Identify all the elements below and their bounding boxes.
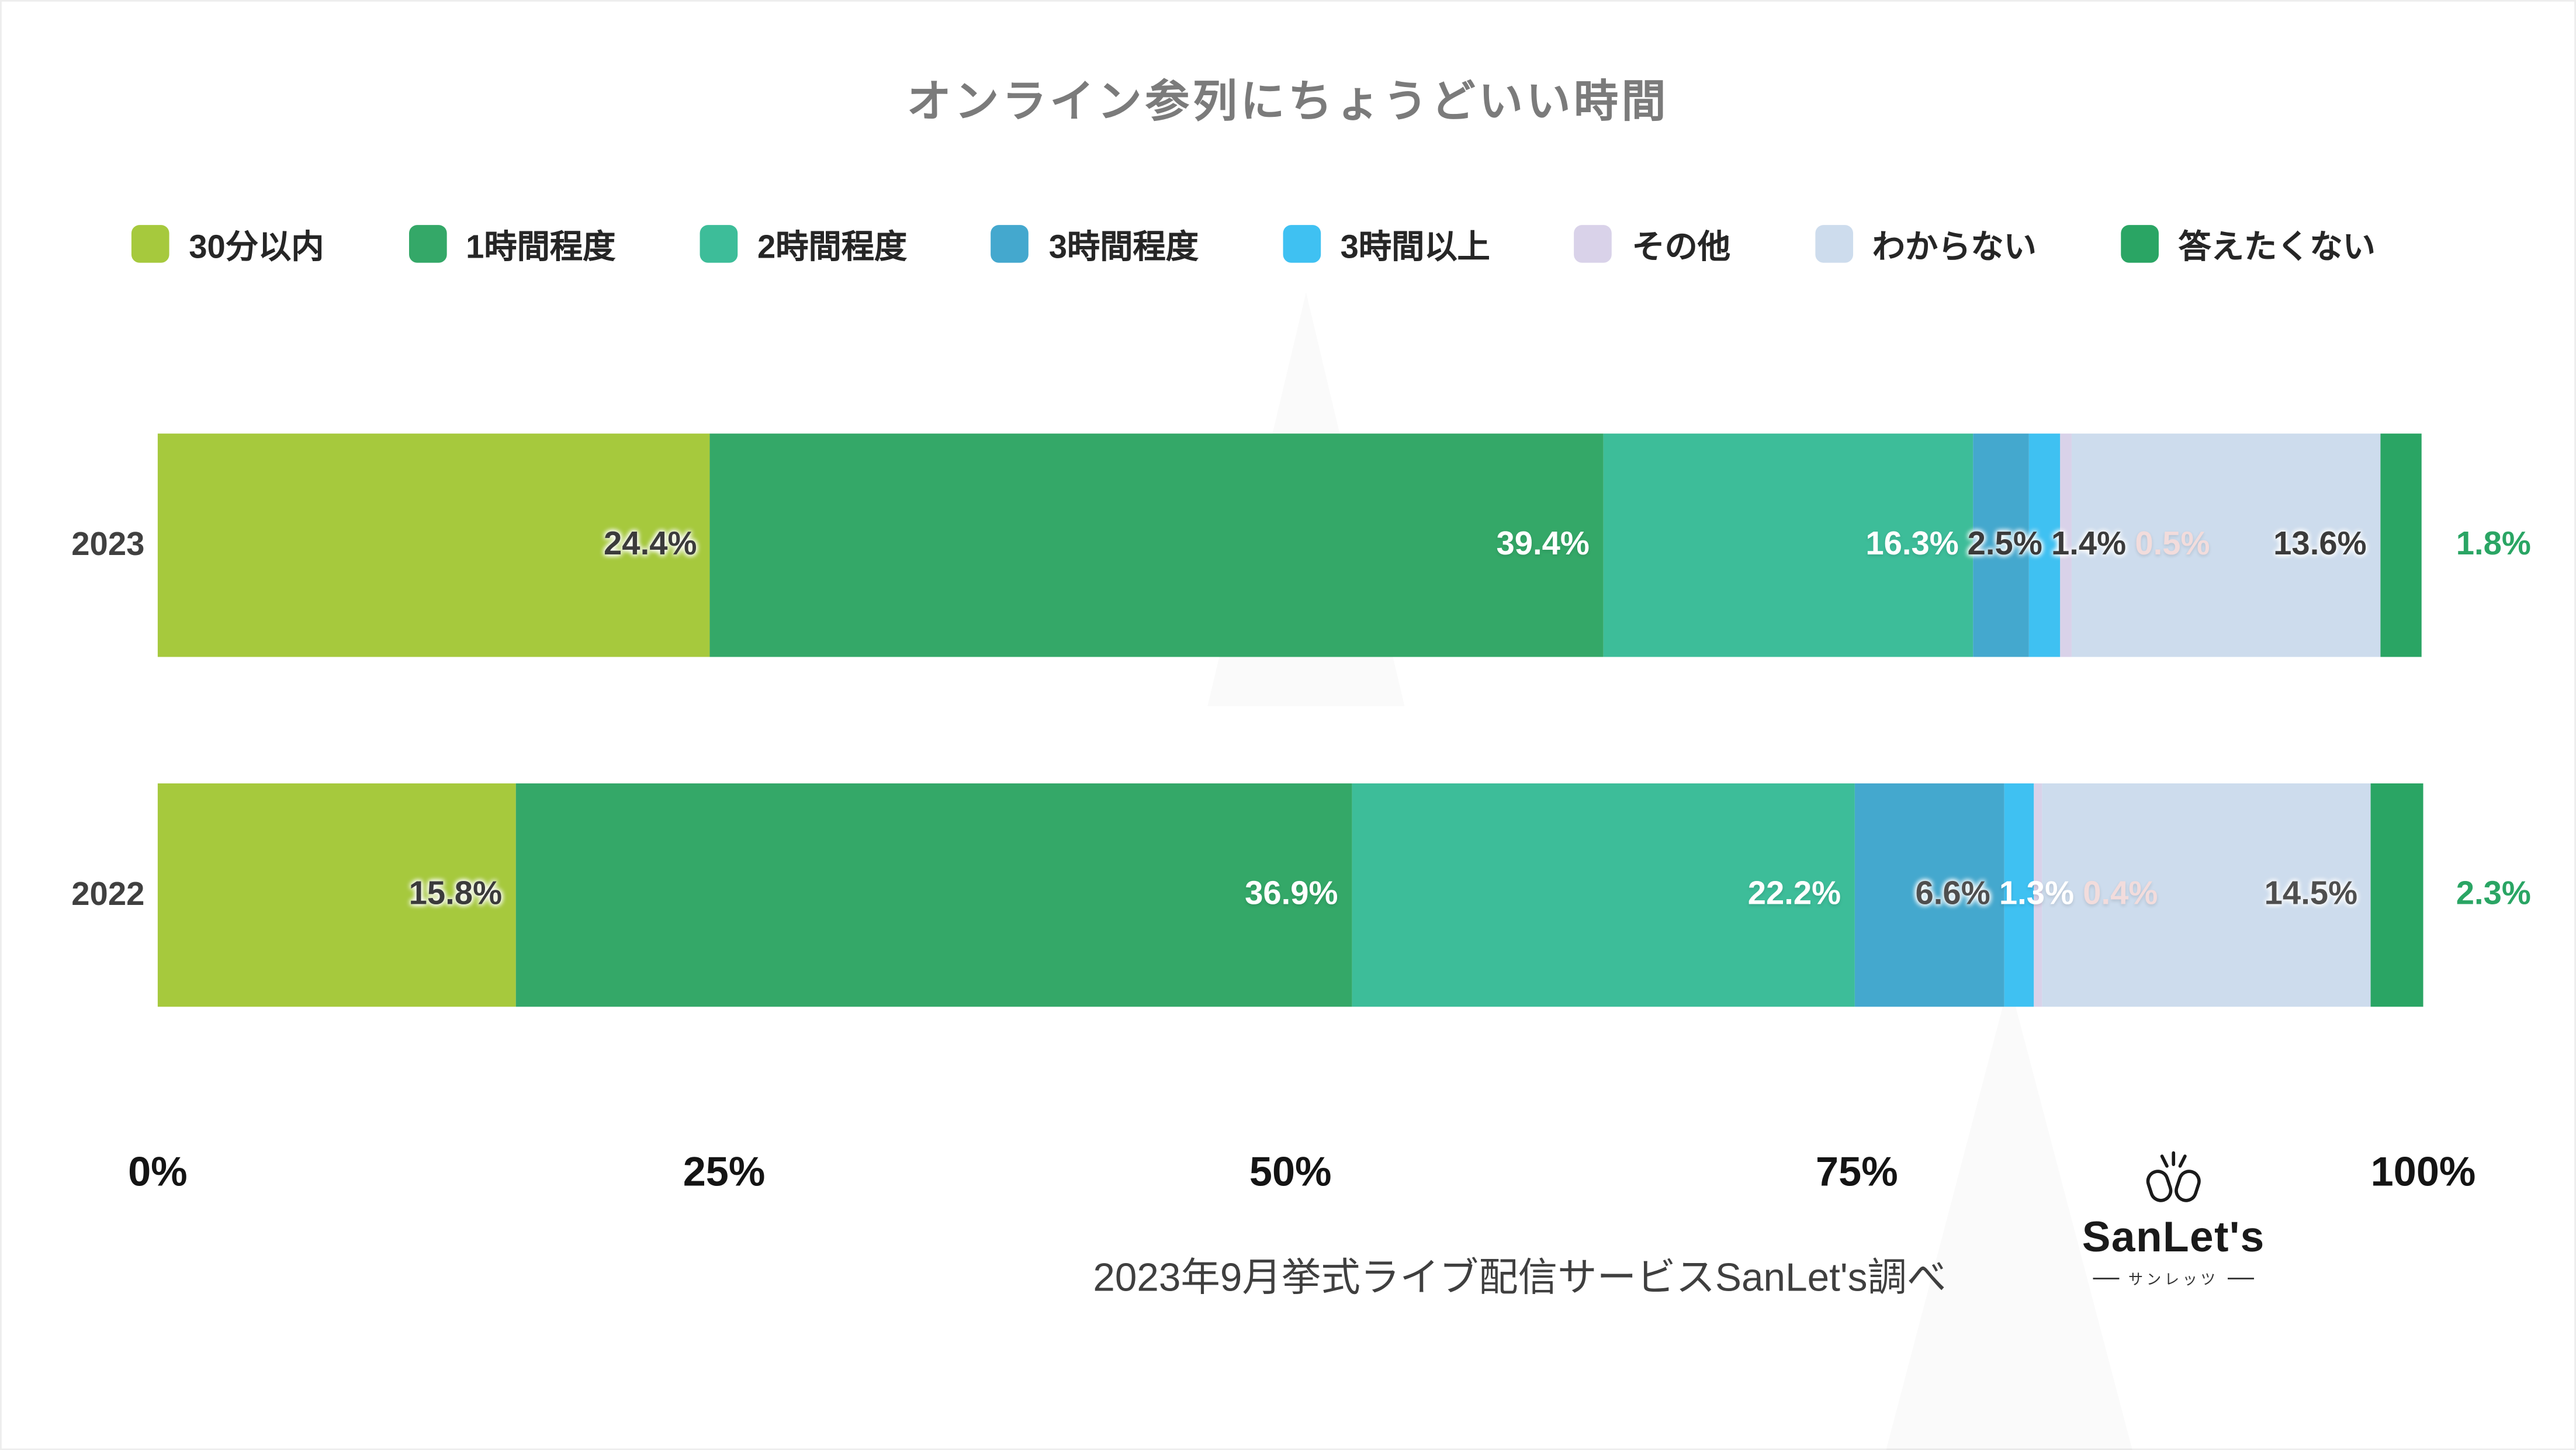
bar-year-label: 2023 [71, 527, 145, 564]
segment-value-label: 13.6% [2273, 526, 2367, 563]
bar-row-2023: 2023 24.4% 39.4% 16.3% 2.5% 1.4% 0.5% 13.6% 1.8% [0, 433, 2576, 657]
bar-segment [157, 433, 711, 657]
logo-subtitle: サンレッツ [2093, 1268, 2253, 1289]
x-axis-tick: 25% [683, 1149, 766, 1196]
legend-swatch [1815, 225, 1853, 263]
segment-value-label: 16.3% [1865, 526, 1959, 563]
legend-swatch [131, 225, 169, 263]
rule-line [2227, 1278, 2253, 1279]
bar-segment [1351, 783, 1855, 1007]
bar-segment [2042, 783, 2371, 1007]
x-axis-tick: 75% [1816, 1149, 1898, 1196]
bar-segment [2033, 783, 2043, 1007]
stacked-bar-chart: 2023 24.4% 39.4% 16.3% 2.5% 1.4% 0.5% 13.6% 1.8%… [0, 433, 2576, 1140]
bar-segment [710, 433, 1604, 657]
legend-item: 答えたくない [2121, 220, 2376, 268]
segment-value-label: 15.8% [408, 876, 503, 913]
segment-value-label: 22.2% [1747, 876, 1841, 913]
legend-swatch [1574, 225, 1612, 263]
legend-item: 30分以内 [131, 220, 324, 268]
bar-segment [2004, 783, 2034, 1007]
legend-item: 3時間以上 [1283, 220, 1490, 268]
segment-value-label: 6.6% [1915, 876, 1990, 913]
legend-item: 1時間程度 [408, 220, 616, 268]
bar-segment [1972, 433, 2029, 657]
legend: 30分以内 1時間程度 2時間程度 3時間程度 3時間以上 その他 わからない 答えたくない [131, 220, 2376, 268]
legend-label: 3時間程度 [1048, 230, 1199, 266]
clapping-hands-icon [2146, 1151, 2201, 1202]
legend-item: 2時間程度 [700, 220, 908, 268]
segment-value-label: 2.3% [2456, 876, 2531, 913]
legend-label: 答えたくない [2178, 230, 2376, 266]
segment-value-label: 0.5% [2135, 526, 2210, 563]
segment-value-label: 14.5% [2264, 876, 2358, 913]
legend-label: 1時間程度 [466, 230, 616, 266]
legend-swatch [2121, 225, 2159, 263]
logo-wordmark: SanLet's [2082, 1212, 2265, 1262]
legend-label: 30分以内 [189, 230, 324, 266]
legend-label: 2時間程度 [757, 230, 908, 266]
legend-item: 3時間程度 [991, 220, 1199, 268]
legend-swatch [1283, 225, 1321, 263]
bar-row-2022: 2022 15.8% 36.9% 22.2% 6.6% 1.3% 0.4% 14.5% 2.3% [0, 783, 2576, 1007]
legend-item: わからない [1815, 220, 2037, 268]
chart-title: オンライン参列にちょうどいい時間 [906, 77, 1670, 127]
segment-value-label: 39.4% [1496, 526, 1590, 563]
segment-value-label: 24.4% [604, 526, 697, 563]
bar-segment [2028, 433, 2061, 657]
legend-label: わからない [1872, 230, 2037, 266]
legend-swatch [700, 225, 738, 263]
bar-segment [2380, 433, 2421, 657]
legend-label: その他 [1632, 230, 1731, 266]
bar-segment [2371, 783, 2423, 1007]
segment-value-label: 0.4% [2083, 876, 2158, 913]
bar-segment [157, 783, 516, 1007]
legend-swatch [408, 225, 446, 263]
legend-label: 3時間以上 [1340, 230, 1490, 266]
x-axis-tick: 0% [128, 1149, 188, 1196]
segment-value-label: 2.5% [1967, 526, 2042, 563]
legend-item: その他 [1574, 220, 1730, 268]
bar-segment [2061, 433, 2072, 657]
x-axis-tick: 50% [1249, 1149, 1332, 1196]
sanlets-logo: SanLet's サンレッツ [2073, 1150, 2274, 1289]
x-axis: 0% 25% 50% 75% 100% [128, 1149, 2475, 1209]
rule-line [2093, 1278, 2120, 1279]
bar-segment [1854, 783, 2004, 1007]
legend-swatch [991, 225, 1030, 263]
bar-segment [515, 783, 1352, 1007]
segment-value-label: 1.8% [2456, 526, 2531, 563]
segment-value-label: 1.3% [1999, 876, 2075, 913]
bar-track: 15.8% 36.9% 22.2% 6.6% 1.3% 0.4% 14.5% 2.3% [157, 783, 2531, 1007]
segment-value-label: 1.4% [2051, 526, 2127, 563]
bar-track: 24.4% 39.4% 16.3% 2.5% 1.4% 0.5% 13.6% 1.8% [157, 433, 2531, 657]
x-axis-tick: 100% [2370, 1149, 2476, 1196]
bar-year-label: 2022 [71, 877, 145, 914]
bar-segment [1603, 433, 1973, 657]
bar-segment [2072, 433, 2380, 657]
source-note: 2023年9月挙式ライブ配信サービスSanLet's調べ [1093, 1256, 1947, 1301]
segment-value-label: 36.9% [1245, 876, 1338, 913]
logo-subtitle-text: サンレッツ [2128, 1271, 2219, 1288]
